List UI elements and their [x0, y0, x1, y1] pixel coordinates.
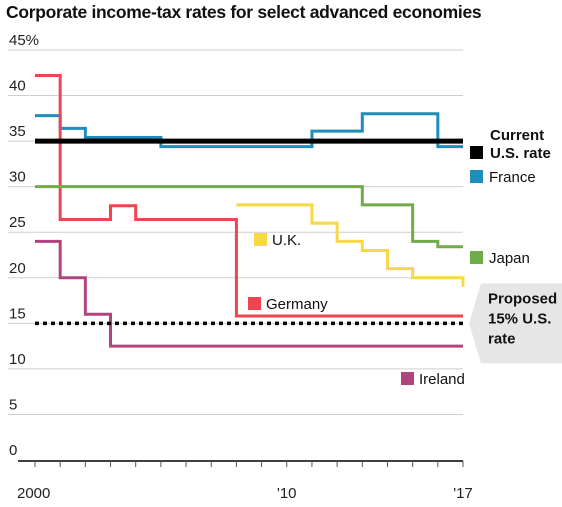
y-tick-label: 45%	[9, 32, 39, 49]
x-tick-label: 2000	[17, 485, 50, 502]
y-axis-ticks: 0 5 10 15 20 25 30 35 40 45%	[9, 32, 39, 459]
reference-label-current-us-rate: Current U.S. rate	[490, 127, 551, 162]
legend-key-ireland	[401, 372, 414, 385]
x-tick-label: '10	[277, 485, 297, 502]
y-tick-label: 5	[9, 396, 17, 413]
series-line-france	[35, 112, 463, 149]
reference-label-line: U.S. rate	[490, 145, 551, 162]
y-tick-label: 0	[9, 442, 17, 459]
reference-key-current-us-rate	[470, 146, 483, 159]
series-labels: Current U.S. rate Proposed 15% U.S. rate Fran…	[248, 127, 562, 388]
legend-key-germany	[248, 297, 261, 310]
series-line-germany	[35, 74, 463, 318]
reference-label-line: 15% U.S.	[488, 310, 551, 327]
reference-label-line: rate	[488, 330, 516, 347]
series-label-u-k: U.K.	[272, 232, 301, 249]
reference-label-proposed-us-rate: Proposed 15% U.S. rate	[488, 290, 557, 347]
y-tick-label: 10	[9, 351, 26, 368]
series-lines	[35, 74, 465, 348]
legend-key-japan	[470, 251, 483, 264]
x-tick-label: '17	[453, 485, 473, 502]
series-label-ireland: Ireland	[419, 371, 465, 388]
reference-label-line: Current	[490, 127, 544, 144]
legend-key-france	[470, 170, 483, 183]
series-label-france: France	[489, 169, 536, 186]
series-line-ireland	[35, 239, 463, 348]
series-line-japan	[35, 185, 463, 249]
y-tick-label: 25	[9, 214, 26, 231]
legend-key-u-k	[254, 233, 267, 246]
series-line-u-k	[236, 203, 465, 287]
reference-callout-box	[469, 283, 562, 364]
y-tick-label: 40	[9, 78, 26, 95]
x-axis: 2000 '10 '17	[17, 460, 473, 502]
y-tick-label: 20	[9, 260, 26, 277]
y-tick-label: 35	[9, 123, 26, 140]
series-label-germany: Germany	[266, 296, 328, 313]
reference-lines	[35, 138, 463, 326]
series-label-japan: Japan	[489, 250, 530, 267]
y-tick-label: 15	[9, 305, 26, 322]
chart-title: Corporate income-tax rates for select ad…	[6, 2, 482, 22]
reference-label-line: Proposed	[488, 290, 557, 307]
y-tick-label: 30	[9, 169, 26, 186]
